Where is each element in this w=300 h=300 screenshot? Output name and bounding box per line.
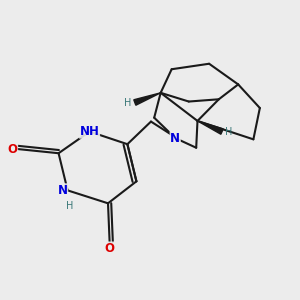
Text: O: O [8,142,17,155]
Polygon shape [134,93,161,105]
Text: O: O [105,242,115,255]
Text: H: H [226,127,233,136]
Text: H: H [65,201,73,211]
Text: N: N [58,184,68,197]
Text: NH: NH [80,125,100,138]
Text: H: H [124,98,131,107]
Text: N: N [170,131,180,145]
Polygon shape [197,121,223,134]
